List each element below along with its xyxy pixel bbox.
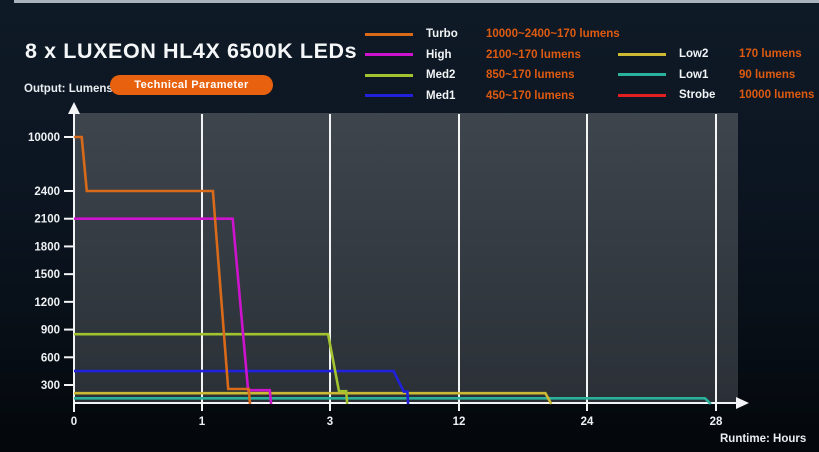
y-axis-title: Output: Lumens <box>24 83 113 95</box>
x-axis-arrow-icon <box>736 397 749 409</box>
y-tick-label-2400: 2400 <box>34 186 60 198</box>
series-line-low2 <box>74 391 553 405</box>
legend-swatch-high <box>365 53 413 57</box>
legend-lumens-value-med1: 450~170 lumens <box>486 89 575 102</box>
x-tick-label-1: 1 <box>199 416 206 428</box>
x-tick-label-28: 28 <box>710 416 723 428</box>
plot-area <box>75 113 738 403</box>
legend-mode-label-med1: Med1 <box>426 89 456 102</box>
legend-mode-label-med2: Med2 <box>426 69 456 82</box>
legend-row-strobe: Strobe 10000 lumens <box>618 85 814 106</box>
legend-lumens-value-low2: 170 lumens <box>739 48 802 61</box>
technical-parameter-button[interactable]: Technical Parameter <box>110 75 273 95</box>
legend-row-low2: Low2 170 lumens <box>618 44 814 65</box>
legend-row-high: High 2100~170 lumens <box>365 45 620 66</box>
legend-column-left: Turbo 10000~2400~170 lumens High 2100~170 l… <box>365 24 620 106</box>
x-tick-label-24: 24 <box>581 416 594 428</box>
legend-mode-label-strobe: Strobe <box>679 89 716 102</box>
legend-swatch-low2 <box>618 52 666 56</box>
y-tick-label-2100: 2100 <box>34 214 60 226</box>
y-tick-label-1200: 1200 <box>34 297 60 309</box>
legend-swatch-med1 <box>365 94 413 98</box>
legend-lumens-value-high: 2100~170 lumens <box>486 48 581 61</box>
y-axis-arrow-icon <box>68 102 80 114</box>
series-line-low1 <box>74 396 712 405</box>
legend-swatch-strobe <box>618 93 666 97</box>
legend-column-right: Low2 170 lumens Low1 90 lumens Strobe 10000 l… <box>618 44 814 106</box>
legend-mode-label-turbo: Turbo <box>426 28 458 41</box>
x-axis-title: Runtime: Hours <box>720 433 807 445</box>
page-title: 8 x LUXEON HL4X 6500K LEDs <box>25 39 358 64</box>
legend-row-low1: Low1 90 lumens <box>618 65 814 86</box>
legend-row-turbo: Turbo 10000~2400~170 lumens <box>365 24 620 45</box>
series-line-med1 <box>74 369 410 405</box>
y-tick-label-10000: 10000 <box>28 132 60 144</box>
top-edge-bar <box>14 0 819 3</box>
x-tick-label-0: 0 <box>71 416 77 428</box>
x-tick-label-12: 12 <box>453 416 466 428</box>
legend-swatch-low1 <box>618 73 666 77</box>
legend-lumens-value-med2: 850~170 lumens <box>486 69 575 82</box>
y-tick-label-900: 900 <box>41 325 60 337</box>
y-tick-label-600: 600 <box>41 352 60 364</box>
legend-lumens-value-strobe: 10000 lumens <box>739 89 815 102</box>
legend-mode-label-high: High <box>426 48 452 61</box>
y-tick-label-1800: 1800 <box>34 241 60 253</box>
legend-row-med2: Med2 850~170 lumens <box>365 65 620 86</box>
legend-mode-label-low1: Low1 <box>679 68 709 81</box>
series-line-turbo <box>74 135 252 405</box>
y-tick-label-1500: 1500 <box>34 269 60 281</box>
legend-swatch-med2 <box>365 73 413 77</box>
legend-lumens-value-low1: 90 lumens <box>739 68 796 81</box>
x-tick-label-3: 3 <box>327 416 333 428</box>
legend-row-med1: Med1 450~170 lumens <box>365 86 620 107</box>
legend-mode-label-low2: Low2 <box>679 48 709 61</box>
y-tick-label-300: 300 <box>41 380 60 392</box>
legend-lumens-value-turbo: 10000~2400~170 lumens <box>486 28 620 41</box>
legend-swatch-turbo <box>365 32 413 36</box>
